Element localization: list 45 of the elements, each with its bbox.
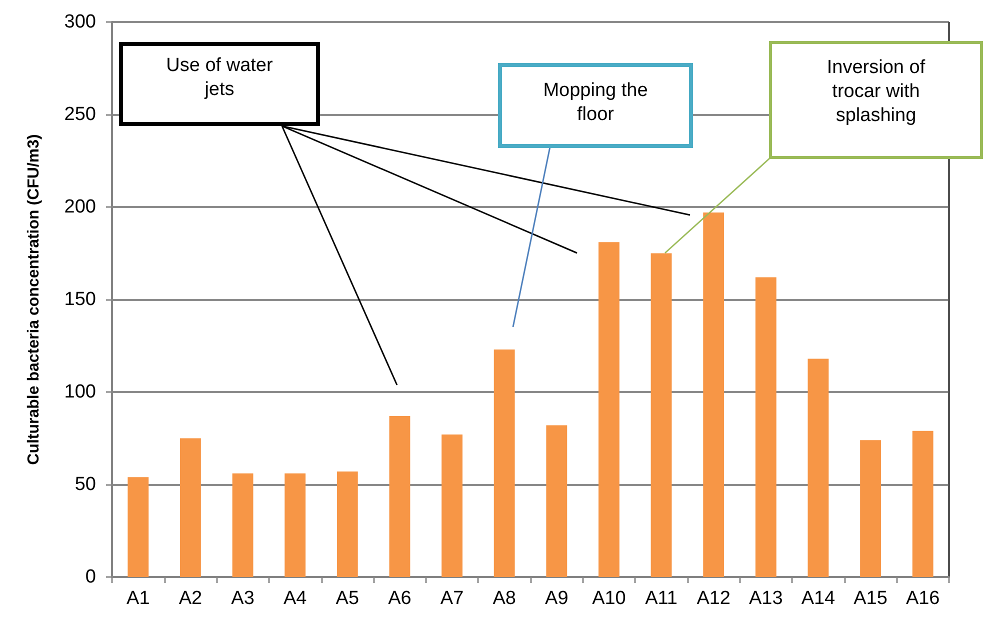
bar bbox=[912, 430, 934, 577]
bar bbox=[650, 253, 672, 577]
x-tick-label: A5 bbox=[336, 588, 360, 609]
y-tick-label: 250 bbox=[64, 104, 96, 125]
bar bbox=[546, 425, 568, 577]
x-tick-label: A3 bbox=[231, 588, 254, 609]
callout: Inversion of trocar with splashing bbox=[664, 41, 983, 254]
bar bbox=[128, 477, 149, 577]
x-tick-label: A11 bbox=[645, 588, 678, 609]
callout: Mopping the floor bbox=[498, 63, 693, 328]
x-tick-label: A9 bbox=[545, 588, 568, 609]
x-tick-label: A10 bbox=[592, 588, 626, 609]
x-tick-label: A4 bbox=[283, 588, 308, 609]
bar bbox=[860, 440, 881, 577]
annotation: Use of water jets bbox=[166, 55, 274, 100]
bar bbox=[232, 473, 254, 577]
y-tick-label: 150 bbox=[64, 289, 96, 310]
x-tick-label: A14 bbox=[801, 588, 836, 609]
bar bbox=[180, 438, 201, 577]
x-tick-label: A2 bbox=[178, 588, 202, 609]
y-tick-label: 100 bbox=[64, 382, 96, 402]
y-tick-label: 50 bbox=[74, 474, 96, 495]
x-tick-label: A15 bbox=[854, 588, 888, 609]
x-tick-label: A1 bbox=[126, 588, 150, 609]
y-axis-title: Culturable bacteria concentration (CFU/m3) bbox=[26, 134, 42, 465]
bar bbox=[284, 473, 306, 577]
bar bbox=[703, 212, 724, 577]
x-tick-label: A8 bbox=[492, 588, 516, 609]
x-tick-label: A6 bbox=[388, 588, 412, 609]
bar bbox=[389, 416, 410, 577]
bar bbox=[442, 434, 462, 577]
y-tick-label: 300 bbox=[64, 12, 96, 32]
x-tick-label: A7 bbox=[440, 588, 464, 609]
x-tick-label: A12 bbox=[696, 588, 730, 609]
annotation: Mopping the floor bbox=[543, 80, 648, 125]
y-tick-label: 0 bbox=[85, 566, 96, 588]
bar bbox=[598, 242, 620, 577]
x-tick-label: A16 bbox=[906, 588, 940, 609]
bar bbox=[494, 349, 515, 577]
y-tick-label: 200 bbox=[64, 196, 96, 218]
bar bbox=[755, 277, 776, 577]
x-tick-label: A13 bbox=[749, 588, 783, 609]
annotation: Inversion of trocar with splashing bbox=[826, 57, 926, 126]
bar bbox=[336, 472, 358, 577]
bar bbox=[808, 358, 829, 577]
